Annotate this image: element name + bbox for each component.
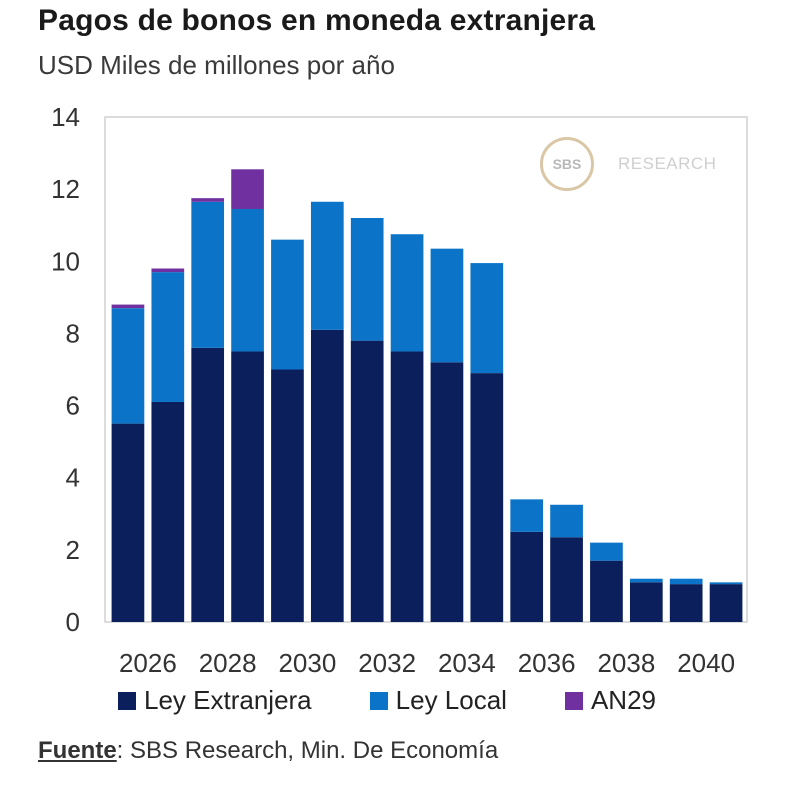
bar-segment-ley-extranjera-2032 xyxy=(350,340,384,622)
y-tick-label: 6 xyxy=(66,391,80,421)
legend-label-ley-extranjera: Ley Extranjera xyxy=(144,685,312,715)
chart-title: Pagos de bonos en moneda extranjera xyxy=(38,4,596,37)
bar-segment-an29-2029 xyxy=(231,169,264,209)
stacked-bar-chart: 0 2 4 6 8 10 12 14 2026 2028 2030 2032 2034 2036 2038… xyxy=(51,102,748,678)
chart-subtitle: USD Miles de millones por año xyxy=(38,50,395,80)
sbs-logo-mark: SBS xyxy=(540,137,594,191)
bar-segment-ley-extranjera-2031 xyxy=(310,329,344,622)
legend-item-ley-local: Ley Local xyxy=(369,685,507,716)
bar-segment-ley-local-2036 xyxy=(510,499,544,532)
bar-segment-ley-extranjera-2033 xyxy=(390,351,424,622)
bar-segment-ley-local-2034 xyxy=(430,248,464,363)
bar-segment-ley-local-2039 xyxy=(629,578,663,583)
bar-segment-ley-extranjera-2039 xyxy=(629,582,663,622)
x-tick-label: 2028 xyxy=(199,648,257,678)
bar-segment-ley-local-2033 xyxy=(390,234,424,352)
source-note: Fuente: SBS Research, Min. De Economía xyxy=(38,737,498,765)
y-tick-label: 10 xyxy=(51,246,80,276)
legend-swatch-an29 xyxy=(564,691,583,710)
bar-segment-ley-local-2040 xyxy=(669,578,703,585)
bar-segment-ley-local-2027 xyxy=(151,272,185,402)
bar-segment-ley-local-2032 xyxy=(350,218,384,341)
source-text: : SBS Research, Min. De Economía xyxy=(116,737,499,764)
x-tick-label: 2036 xyxy=(518,648,576,678)
bar-segment-ley-extranjera-2029 xyxy=(231,351,264,622)
x-tick-label: 2032 xyxy=(358,648,416,678)
y-tick-label: 12 xyxy=(51,174,80,204)
y-tick-label: 2 xyxy=(66,535,80,565)
x-axis-ticks: 2026 2028 2030 2032 2034 2036 2038 2040 xyxy=(119,648,735,678)
x-tick-label: 2030 xyxy=(278,648,336,678)
bar-segment-ley-local-2035 xyxy=(470,263,504,374)
bar-segment-an29-2027 xyxy=(151,268,185,273)
bar-segment-ley-extranjera-2030 xyxy=(271,369,304,622)
sbs-research-logo: SBS RESEARCH xyxy=(540,137,716,191)
legend-item-an29: AN29 xyxy=(564,685,657,716)
bar-segment-ley-extranjera-2038 xyxy=(590,560,623,622)
legend-label-an29: AN29 xyxy=(590,685,657,715)
plot-area-frame xyxy=(104,116,748,623)
bar-segment-ley-local-2038 xyxy=(590,542,623,561)
bar-segment-ley-extranjera-2041 xyxy=(709,584,743,622)
bar-segment-ley-local-2037 xyxy=(550,504,583,538)
bar-segment-ley-extranjera-2035 xyxy=(470,373,504,622)
bar-segment-an29-2026 xyxy=(111,304,145,309)
bar-segment-ley-extranjera-2037 xyxy=(550,537,583,622)
bar-segment-ley-local-2030 xyxy=(271,239,304,370)
bar-segment-ley-extranjera-2026 xyxy=(111,423,145,622)
bar-segment-ley-extranjera-2040 xyxy=(669,584,703,622)
y-tick-label: 0 xyxy=(66,607,80,637)
bar-segment-ley-local-2041 xyxy=(709,582,743,585)
bars xyxy=(111,169,743,622)
bar-segment-ley-extranjera-2034 xyxy=(430,362,464,622)
y-tick-label: 8 xyxy=(66,318,80,348)
legend-label-ley-local: Ley Local xyxy=(395,685,507,715)
source-label: Fuente xyxy=(38,737,117,764)
y-axis-ticks: 0 2 4 6 8 10 12 14 xyxy=(51,102,80,637)
bar-segment-ley-extranjera-2027 xyxy=(151,401,185,622)
bar-segment-an29-2028 xyxy=(191,198,225,202)
x-tick-label: 2038 xyxy=(597,648,655,678)
sbs-logo-text: RESEARCH xyxy=(618,154,717,173)
bar-segment-ley-extranjera-2028 xyxy=(191,347,225,622)
legend-swatch-ley-local xyxy=(369,691,388,710)
x-tick-label: 2026 xyxy=(119,648,177,678)
legend-swatch-ley-extranjera xyxy=(118,691,136,710)
bar-segment-ley-extranjera-2036 xyxy=(510,531,544,622)
x-tick-label: 2040 xyxy=(677,648,735,678)
chart-legend: Ley Extranjera Ley Local AN29 xyxy=(118,685,714,716)
legend-item-ley-extranjera: Ley Extranjera xyxy=(118,685,312,716)
y-tick-label: 14 xyxy=(51,102,80,132)
bar-segment-ley-local-2031 xyxy=(310,201,344,330)
y-tick-label: 4 xyxy=(66,463,80,493)
bar-segment-ley-local-2029 xyxy=(231,208,264,352)
x-tick-label: 2034 xyxy=(438,648,496,678)
bar-segment-ley-local-2028 xyxy=(191,201,225,348)
bar-segment-ley-local-2026 xyxy=(111,308,145,424)
